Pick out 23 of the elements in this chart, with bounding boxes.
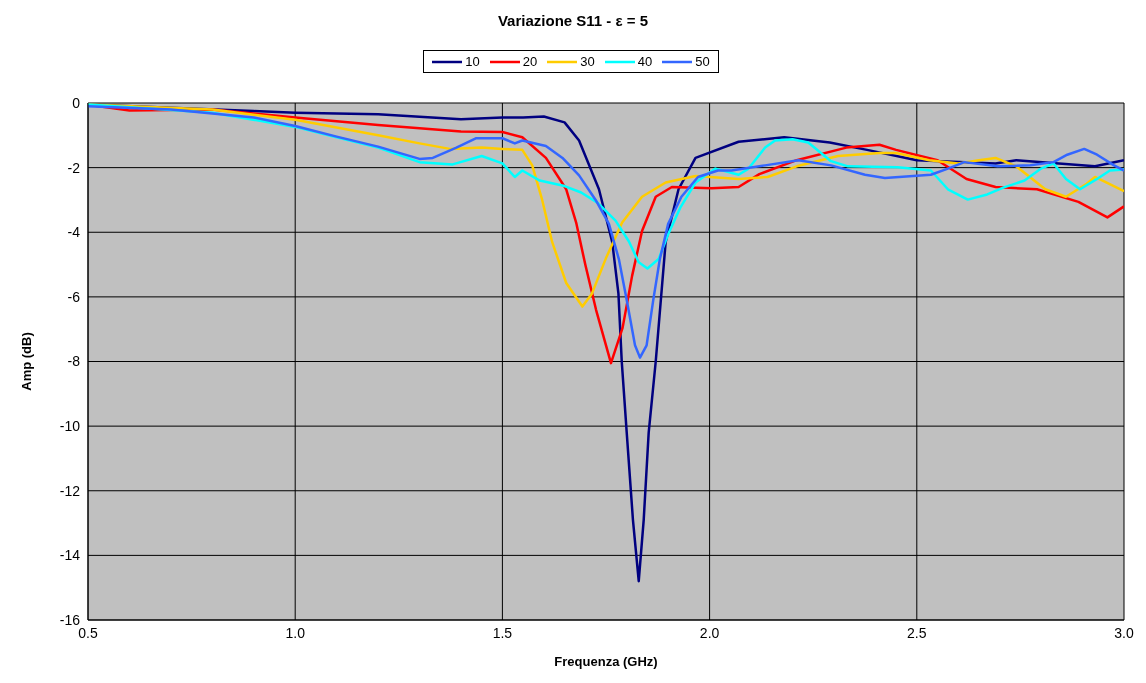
legend-label: 10 [464, 54, 480, 69]
chart-title: Variazione S11 - ε = 5 [496, 11, 650, 31]
y-tick-label: -8 [67, 353, 81, 370]
x-tick-label: 3.0 [1114, 624, 1134, 641]
y-tick-label: -6 [67, 288, 81, 305]
y-tick-label: -14 [59, 547, 81, 564]
y-axis-title: Amp (dB) [18, 332, 34, 391]
x-tick-label: 2.5 [907, 624, 927, 641]
legend-label: 20 [521, 54, 538, 69]
x-tick-label: 0.5 [78, 624, 98, 641]
y-tick-label: -10 [59, 418, 81, 435]
x-axis-title: Frequenza (GHz) [554, 654, 658, 669]
y-tick-label: 0 [72, 94, 81, 111]
y-tick-label: -16 [59, 611, 81, 628]
x-tick-label: 2.0 [699, 624, 720, 641]
y-tick-label: -12 [59, 482, 81, 499]
x-tick-label: 1.0 [285, 624, 306, 641]
legend-label: 40 [636, 54, 653, 69]
legend-label: 30 [579, 54, 595, 69]
y-tick-label: -2 [67, 159, 81, 176]
legend-label: 50 [694, 54, 710, 69]
x-tick-label: 1.5 [492, 624, 513, 641]
y-tick-label: -4 [67, 224, 81, 241]
